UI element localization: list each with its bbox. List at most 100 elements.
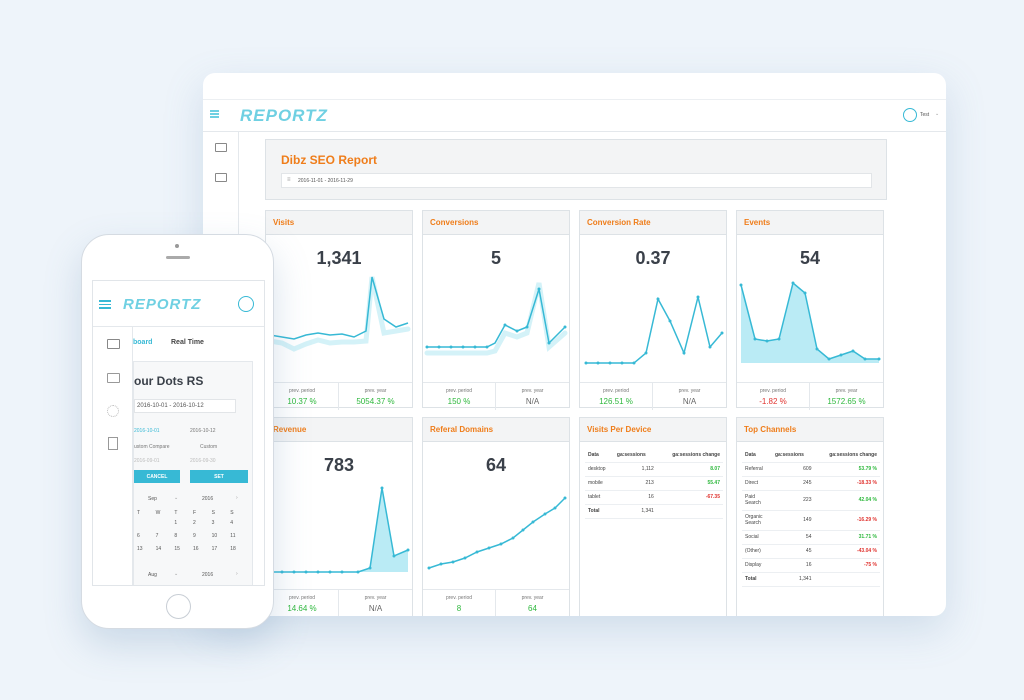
folder-icon[interactable] <box>107 373 120 383</box>
cancel-button[interactable]: CANCEL <box>134 470 180 483</box>
card-footer: prev. period 8 prev. year 64 <box>423 589 569 616</box>
column-header: ga:sessions change <box>814 448 880 463</box>
calendar-day[interactable]: 11 <box>230 532 236 539</box>
calendar-day[interactable]: 3 <box>211 519 215 526</box>
prev-year-value: 1572.65 % <box>827 397 866 406</box>
card-value: 1,341 <box>316 248 362 268</box>
date-range-text: 2016-11-01 - 2016-11-29 <box>298 178 353 184</box>
dashboard-icon[interactable] <box>107 339 120 349</box>
date-range-field[interactable]: 2016-10-01 - 2016-10-12 <box>134 399 236 413</box>
chevron-down-icon[interactable]: ⌄ <box>935 111 940 117</box>
gear-icon[interactable] <box>107 405 119 417</box>
column-header: ga:sessions <box>613 448 657 463</box>
row-label: Organic Search <box>742 510 772 531</box>
prev-period-label: prev. period <box>445 595 473 601</box>
row-label: mobile <box>585 476 614 491</box>
row-sessions: 45 <box>772 544 815 559</box>
phone-header: REPORTZ <box>93 281 264 327</box>
row-change: 53.79 % <box>814 462 880 477</box>
prev-year-value: N/A <box>682 397 697 406</box>
events-card: Events 54 prev. period -1.82 % prev. year… <box>736 210 884 410</box>
total-label: Total <box>742 572 772 587</box>
row-label: tablet <box>585 490 614 505</box>
chevron-down-icon[interactable]: ⌄ <box>174 495 179 501</box>
column-header: ga:sessions <box>772 448 815 463</box>
prev-period-label: prev. period <box>759 388 787 394</box>
date-range-field[interactable]: ≡ 2016-11-01 - 2016-11-29 <box>281 173 872 188</box>
date-range-text: 2016-10-01 - 2016-10-12 <box>137 403 204 409</box>
calendar-year-2[interactable]: 2016 <box>202 572 214 578</box>
hamburger-menu-icon[interactable] <box>210 110 219 118</box>
compare-from-date[interactable]: 2016-09-01 <box>134 458 160 464</box>
avatar[interactable] <box>903 108 917 122</box>
calendar-day[interactable]: 6 <box>137 532 140 539</box>
calendar-day[interactable]: 9 <box>192 532 196 539</box>
card-footer: prev. period 126.51 % prev. year N/A <box>580 382 726 410</box>
chevron-right-icon[interactable]: › <box>236 495 238 501</box>
card-title: Visits <box>266 211 412 235</box>
prev-period-value: -1.82 % <box>759 397 787 406</box>
custom-select[interactable]: Custom <box>200 444 218 450</box>
chevron-right-icon[interactable]: › <box>236 571 238 577</box>
row-label: Social <box>742 530 772 545</box>
calendar-day[interactable]: 18 <box>230 545 236 552</box>
calendar-day[interactable] <box>134 516 153 529</box>
prev-year-label: prev. year <box>364 595 387 601</box>
chevron-down-icon[interactable]: ⌄ <box>174 571 179 577</box>
revenue-card: Revenue 783 prev. period 14.64 % prev. ye… <box>265 417 413 616</box>
document-icon[interactable] <box>108 437 118 450</box>
conversions-sparkline <box>424 282 568 356</box>
report-header: Dibz SEO Report ≡ 2016-11-01 - 2016-11-2… <box>265 139 887 200</box>
total-sessions: 1,341 <box>613 504 657 519</box>
from-date[interactable]: 2016-10-01 <box>134 428 160 434</box>
home-button[interactable] <box>166 594 191 619</box>
calendar-day[interactable]: 13 <box>137 545 143 552</box>
calendar-day[interactable]: 1 <box>174 519 178 526</box>
calendar-day[interactable]: 14 <box>155 545 162 552</box>
weekday-label: T <box>137 510 141 516</box>
referral-domains-card: Referal Domains 64 prev. period 8 prev. y… <box>422 417 570 616</box>
avatar[interactable] <box>238 296 254 312</box>
calendar-day[interactable]: 17 <box>211 545 218 552</box>
card-value: 5 <box>490 248 501 268</box>
to-date[interactable]: 2016-10-12 <box>190 428 216 434</box>
set-button[interactable]: SET <box>190 470 248 483</box>
calendar-month[interactable]: Sep <box>148 496 157 502</box>
calendar-day[interactable]: 2 <box>192 519 196 526</box>
weekday-label: S <box>211 510 215 516</box>
column-header: Data <box>742 448 772 463</box>
top-channels-card: Top Channels Data ga:sessions ga:sessions … <box>736 417 884 616</box>
calendar-month-2[interactable]: Aug <box>148 572 157 578</box>
calendar-day[interactable]: 10 <box>211 532 218 539</box>
compare-select[interactable]: ustom Compare <box>134 444 170 450</box>
tab-dashboard[interactable]: board <box>133 339 153 346</box>
row-label: Direct <box>742 476 772 491</box>
prev-period-value: 10.37 % <box>287 397 317 406</box>
card-footer: prev. period -1.82 % prev. year 1572.65 % <box>737 382 883 410</box>
folder-icon[interactable] <box>215 173 227 182</box>
hamburger-menu-icon[interactable] <box>99 300 111 309</box>
row-sessions: 1,112 <box>613 462 657 477</box>
table-row: desktop 1,112 8.07 <box>585 462 723 477</box>
row-sessions: 609 <box>772 462 815 477</box>
table-row: Paid Search 223 42.04 % <box>742 490 880 511</box>
card-footer: prev. period 150 % prev. year N/A <box>423 382 569 410</box>
phone-screen: REPORTZ board Real Time our Dots RS 2016… <box>92 280 265 586</box>
total-label: Total <box>585 504 614 519</box>
dashboard-icon[interactable] <box>215 143 227 152</box>
calendar-day[interactable]: 4 <box>230 519 234 526</box>
calendar-day[interactable]: 15 <box>174 545 180 552</box>
calendar-day[interactable]: 16 <box>192 545 199 552</box>
calendar-day[interactable]: 7 <box>155 532 159 539</box>
prev-year-value: N/A <box>525 397 540 406</box>
user-label[interactable]: Test <box>920 112 930 118</box>
conversion-rate-sparkline <box>584 295 724 365</box>
calendar-day[interactable]: 8 <box>174 532 178 539</box>
compare-to-date[interactable]: 2016-09-30 <box>190 458 216 464</box>
prev-year-label: prev. year <box>835 388 858 394</box>
calendar-day[interactable] <box>153 516 172 529</box>
report-title: our Dots RS <box>134 374 204 388</box>
calendar-year[interactable]: 2016 <box>202 496 214 502</box>
row-label: Paid Search <box>742 490 772 511</box>
tab-realtime[interactable]: Real Time <box>171 339 204 346</box>
